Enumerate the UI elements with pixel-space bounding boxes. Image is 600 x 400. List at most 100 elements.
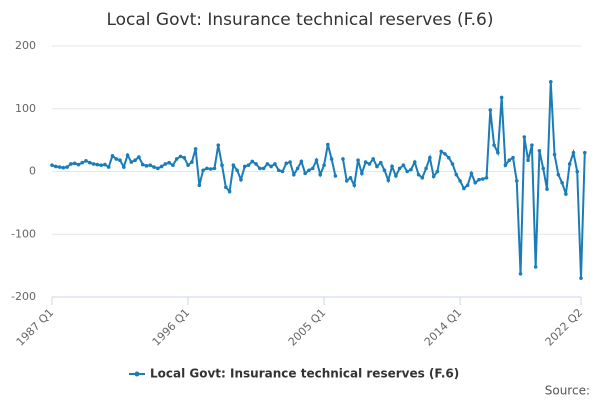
point bbox=[579, 276, 583, 280]
point bbox=[443, 152, 447, 156]
point bbox=[193, 147, 198, 151]
point bbox=[511, 155, 515, 160]
point bbox=[220, 163, 224, 168]
point bbox=[477, 177, 481, 182]
point bbox=[276, 168, 281, 173]
point bbox=[454, 172, 459, 177]
point bbox=[171, 163, 175, 168]
point bbox=[118, 158, 122, 163]
point bbox=[575, 169, 580, 174]
point bbox=[571, 150, 576, 155]
x-tick-label: 2022 Q2 bbox=[543, 306, 586, 349]
point bbox=[465, 183, 470, 188]
point bbox=[469, 171, 474, 176]
x-tick-label: 1987 Q1 bbox=[14, 306, 57, 349]
point bbox=[556, 172, 561, 177]
point bbox=[269, 164, 273, 169]
point bbox=[484, 175, 489, 180]
point bbox=[503, 163, 508, 168]
point bbox=[307, 168, 311, 173]
point bbox=[397, 166, 402, 171]
point bbox=[428, 155, 432, 160]
point bbox=[65, 165, 69, 169]
legend-marker bbox=[134, 371, 140, 377]
point bbox=[507, 158, 512, 163]
point bbox=[545, 187, 549, 191]
point bbox=[254, 162, 258, 166]
point bbox=[405, 169, 409, 174]
point bbox=[242, 164, 247, 169]
y-tick-label: -100 bbox=[11, 227, 36, 240]
point bbox=[61, 165, 66, 170]
point bbox=[84, 159, 88, 163]
point bbox=[446, 155, 451, 160]
point bbox=[103, 162, 107, 167]
point bbox=[514, 179, 519, 183]
point bbox=[152, 165, 156, 169]
y-tick-label: -200 bbox=[11, 290, 36, 303]
point bbox=[129, 160, 134, 164]
point bbox=[288, 160, 292, 164]
x-tick-label: 2005 Q1 bbox=[286, 306, 329, 349]
x-tick-label: 1996 Q1 bbox=[150, 306, 193, 349]
point bbox=[318, 172, 323, 177]
point bbox=[106, 165, 111, 169]
point bbox=[121, 165, 126, 169]
point bbox=[182, 155, 187, 160]
point bbox=[310, 166, 315, 171]
point bbox=[537, 148, 542, 153]
point bbox=[250, 159, 255, 164]
x-tick-label: 2014 Q1 bbox=[422, 306, 465, 349]
point bbox=[375, 164, 379, 169]
point bbox=[95, 162, 100, 167]
point bbox=[174, 157, 179, 161]
point bbox=[567, 162, 572, 166]
point bbox=[133, 158, 137, 163]
point bbox=[140, 162, 145, 167]
point bbox=[163, 162, 168, 166]
point bbox=[390, 164, 394, 169]
point bbox=[356, 158, 360, 163]
point bbox=[265, 162, 270, 166]
point bbox=[205, 166, 209, 171]
point bbox=[522, 135, 527, 139]
point bbox=[333, 174, 338, 178]
point bbox=[246, 163, 251, 168]
point bbox=[344, 179, 349, 183]
point bbox=[208, 167, 213, 171]
point bbox=[53, 164, 58, 169]
point bbox=[76, 162, 81, 167]
point bbox=[462, 186, 466, 191]
y-tick-label: 200 bbox=[15, 39, 36, 52]
point bbox=[322, 163, 326, 168]
point bbox=[156, 166, 160, 171]
point bbox=[87, 160, 92, 165]
point bbox=[190, 160, 194, 164]
point bbox=[178, 154, 183, 159]
point bbox=[341, 157, 345, 161]
point bbox=[197, 183, 202, 188]
point bbox=[201, 168, 205, 173]
point bbox=[564, 192, 568, 196]
point bbox=[167, 160, 171, 165]
source-label: Source: bbox=[545, 384, 590, 398]
point bbox=[159, 164, 164, 169]
point bbox=[348, 175, 353, 180]
point bbox=[386, 178, 391, 183]
point bbox=[518, 271, 523, 276]
point bbox=[284, 161, 289, 166]
point bbox=[394, 174, 398, 178]
point bbox=[239, 177, 243, 182]
series-line bbox=[51, 81, 586, 279]
point bbox=[412, 160, 417, 164]
point bbox=[371, 157, 375, 161]
point bbox=[582, 150, 587, 155]
point bbox=[439, 149, 443, 154]
point bbox=[110, 154, 115, 158]
point bbox=[280, 169, 285, 174]
point bbox=[50, 163, 54, 168]
point bbox=[499, 95, 504, 100]
point bbox=[473, 180, 478, 185]
point bbox=[273, 162, 277, 166]
